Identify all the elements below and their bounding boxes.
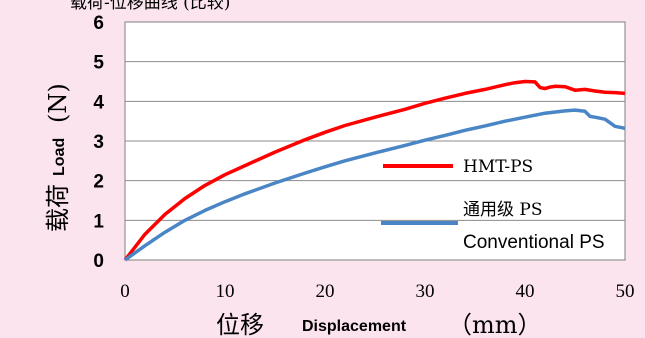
x-tick-label: 50 — [616, 281, 635, 302]
x-axis-label-cjk: 位移 — [216, 311, 264, 338]
series-layer — [123, 79, 626, 262]
y-tick-label: 0 — [93, 251, 104, 272]
y-tick-label: 3 — [93, 132, 104, 153]
y-axis-label-en: Load — [51, 138, 68, 176]
x-tick-label: 0 — [120, 281, 130, 302]
x-tick-labels: 0 10 20 30 40 50 — [120, 281, 634, 302]
x-tick-label: 20 — [316, 281, 335, 302]
legend: HMT-PS 通用级 PS Conventional PS — [381, 157, 605, 253]
legend-label-conventional-ps: Conventional PS — [463, 232, 605, 253]
series-line-hmt-ps — [123, 79, 626, 262]
series-line-conventional-ps — [123, 108, 626, 262]
y-axis-label: 载荷 Load (N) — [44, 83, 72, 232]
y-axis-label-cjk: 载荷 — [44, 184, 72, 232]
x-axis-label-en: Displacement — [302, 318, 407, 335]
header-text: 载荷-位移曲线 (比较) — [70, 0, 230, 13]
y-tick-label: 5 — [93, 53, 104, 74]
y-tick-label: 2 — [93, 172, 104, 193]
x-tick-label: 10 — [216, 281, 235, 302]
x-tick-label: 30 — [416, 281, 435, 302]
legend-label-cjk: 通用级 PS — [463, 200, 543, 220]
legend-label-hmt-ps: HMT-PS — [463, 157, 533, 177]
x-tick-label: 40 — [516, 281, 535, 302]
gridlines — [125, 61, 625, 221]
legend-label-cjk-suffix: PS — [519, 200, 542, 220]
legend-label-cjk-name: 通用级 — [463, 200, 514, 220]
y-tick-labels: 0 1 2 3 4 5 6 — [93, 13, 104, 272]
y-axis-label-unit: (N) — [44, 83, 72, 123]
x-axis-label-unit: （mm） — [448, 311, 542, 338]
y-tick-label: 1 — [93, 211, 104, 232]
y-tick-label: 4 — [93, 92, 104, 113]
y-tick-label: 6 — [93, 13, 104, 34]
